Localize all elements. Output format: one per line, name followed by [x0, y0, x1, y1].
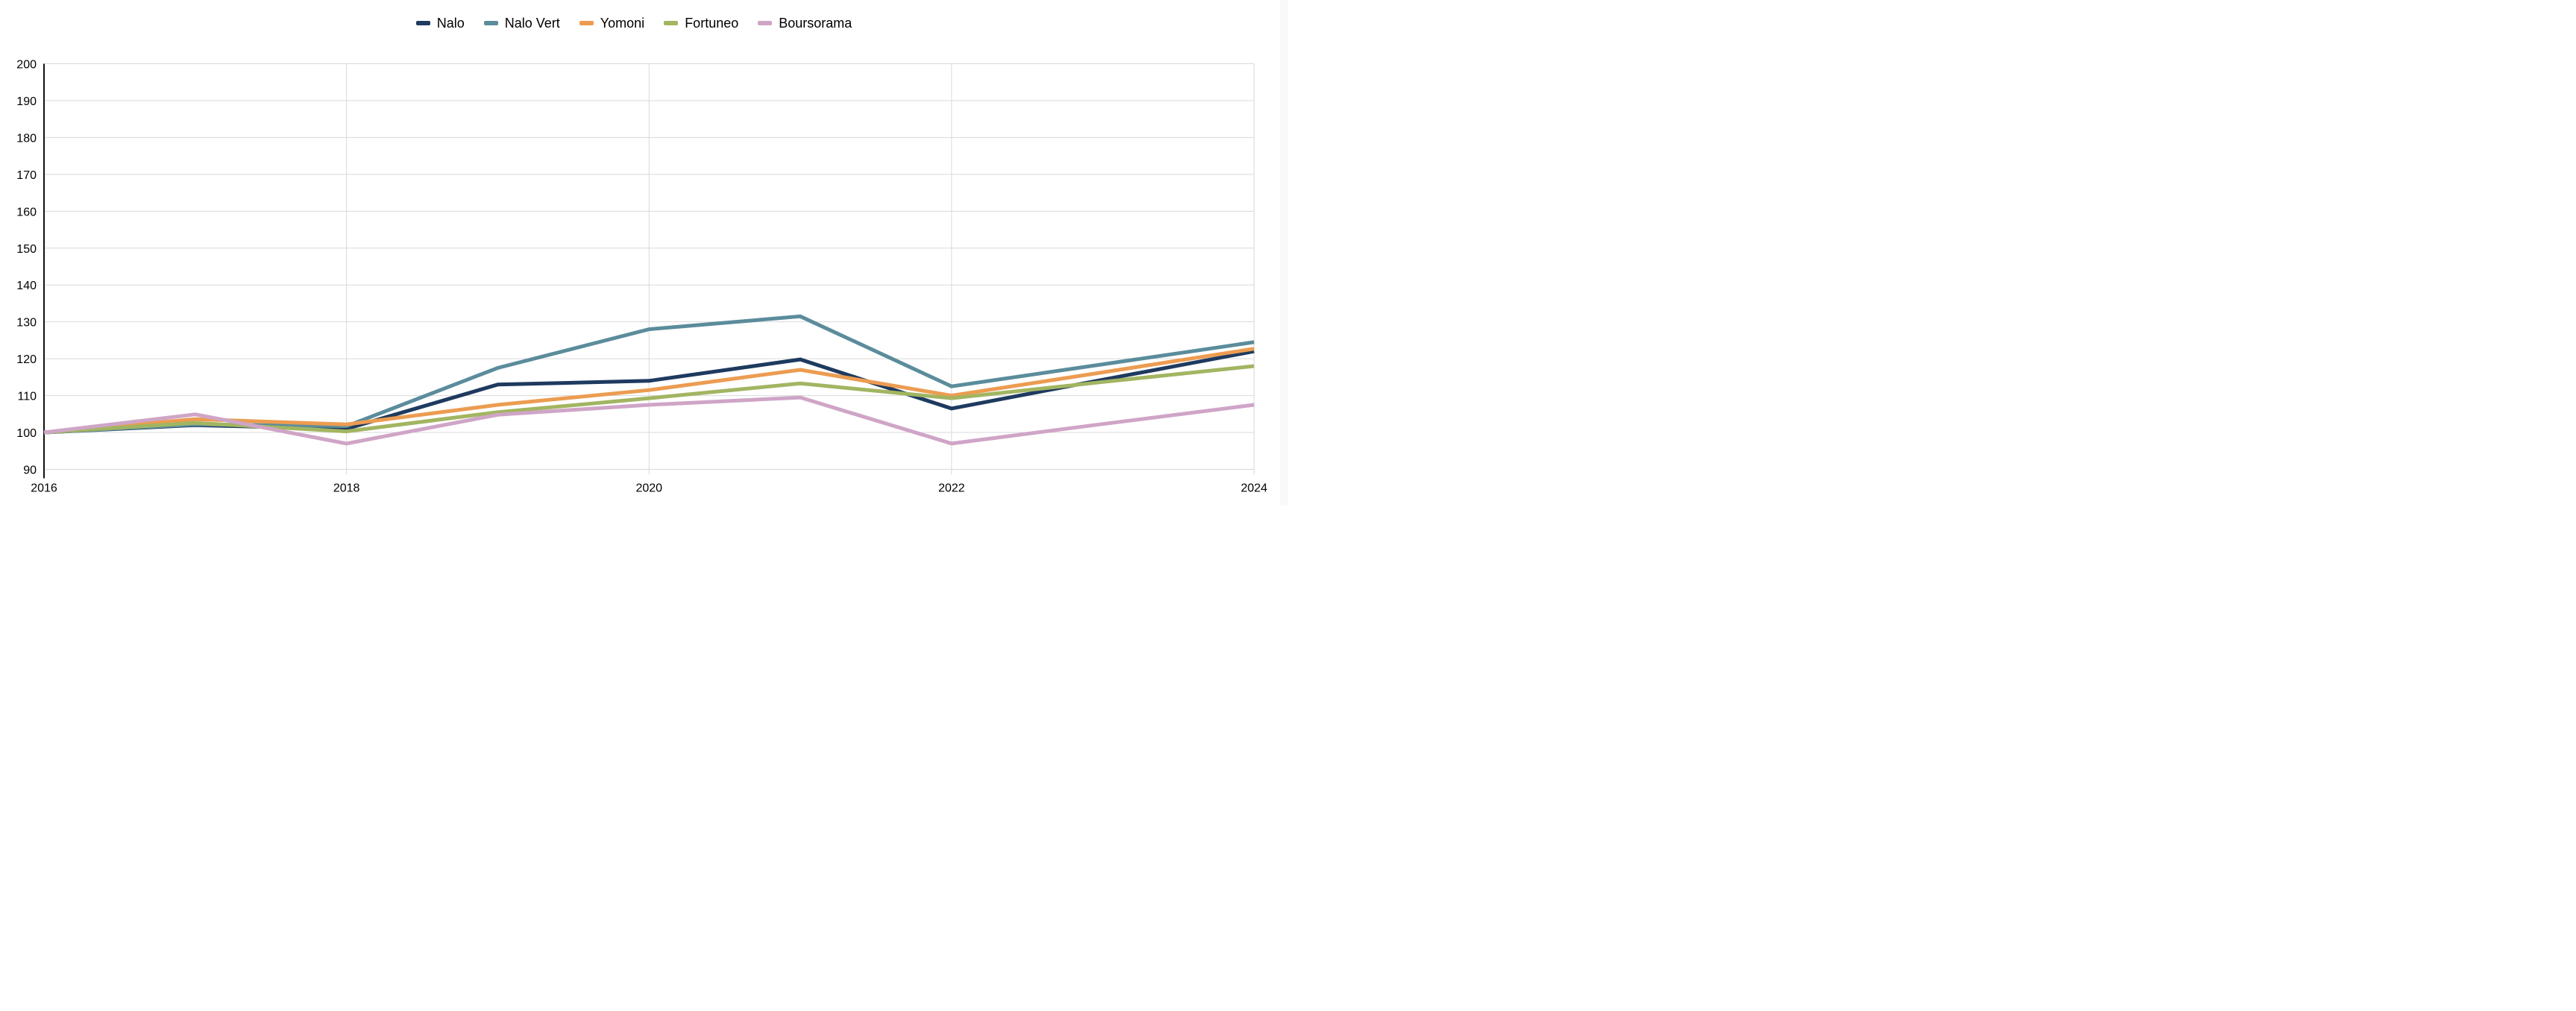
y-axis-label: 140	[16, 280, 37, 292]
chart-legend: Nalo Nalo Vert Yomoni Fortuneo Boursorama	[0, 16, 1268, 30]
y-axis-label: 170	[16, 169, 37, 182]
x-axis-label: 2024	[1241, 482, 1268, 495]
x-axis-label: 2022	[938, 482, 965, 495]
legend-swatch-icon	[758, 21, 773, 25]
y-axis-label: 160	[16, 206, 37, 218]
y-axis-label: 200	[16, 59, 37, 72]
legend-swatch-icon	[579, 21, 594, 25]
x-axis-label: 2018	[333, 482, 360, 495]
legend-item-fortuneo: Fortuneo	[664, 16, 738, 30]
y-axis-label: 180	[16, 132, 37, 145]
page-scrollbar-track[interactable]	[1280, 0, 1288, 506]
series-line-boursorama	[43, 395, 1254, 446]
legend-label: Yomoni	[600, 16, 645, 31]
legend-swatch-icon	[483, 21, 498, 25]
legend-item-nalo-vert: Nalo Vert	[483, 16, 560, 31]
legend-swatch-icon	[664, 21, 679, 25]
y-axis-label: 190	[16, 95, 37, 108]
y-axis-label: 150	[16, 243, 37, 256]
y-axis-label: 120	[16, 353, 37, 366]
x-axis-label: 2020	[635, 482, 662, 495]
y-axis-label: 110	[17, 391, 37, 403]
y-axis-label: 100	[16, 427, 37, 440]
legend-label: Nalo	[436, 16, 465, 31]
y-axis-label: 130	[16, 317, 37, 330]
legend-item-yomoni: Yomoni	[579, 16, 644, 30]
legend-label: Boursorama	[779, 16, 852, 31]
legend-swatch-icon	[415, 21, 430, 25]
x-axis-label: 2016	[31, 482, 57, 495]
plot-area: 90 100 110 120 130 140 150 160 170 180 190 200 2016 2…	[16, 59, 1268, 495]
series-line-yomoni	[43, 347, 1254, 435]
performance-line-chart: Nalo Nalo Vert Yomoni Fortuneo Boursorama 90…	[0, 0, 1288, 506]
y-axis-label: 90	[23, 464, 37, 477]
legend-label: Nalo Vert	[504, 16, 560, 31]
legend-label: Fortuneo	[685, 16, 739, 31]
legend-item-boursorama: Boursorama	[758, 16, 852, 30]
legend-item-nalo: Nalo	[415, 16, 465, 31]
